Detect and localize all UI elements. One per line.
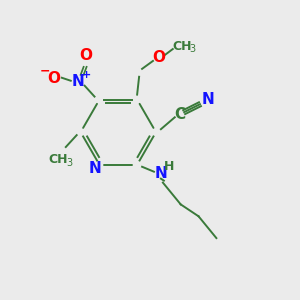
Text: 3: 3	[190, 44, 196, 54]
Text: N: N	[154, 166, 167, 181]
Text: CH: CH	[172, 40, 191, 52]
Text: N: N	[202, 92, 215, 107]
Text: C: C	[174, 107, 185, 122]
Text: O: O	[79, 49, 92, 64]
Text: 3: 3	[67, 158, 73, 168]
Text: N: N	[88, 161, 101, 176]
Text: O: O	[152, 50, 165, 65]
Text: O: O	[47, 71, 60, 86]
Text: −: −	[40, 64, 50, 77]
Text: H: H	[164, 160, 174, 173]
Text: CH: CH	[48, 153, 68, 167]
Text: N: N	[71, 74, 84, 89]
Text: +: +	[82, 70, 91, 80]
